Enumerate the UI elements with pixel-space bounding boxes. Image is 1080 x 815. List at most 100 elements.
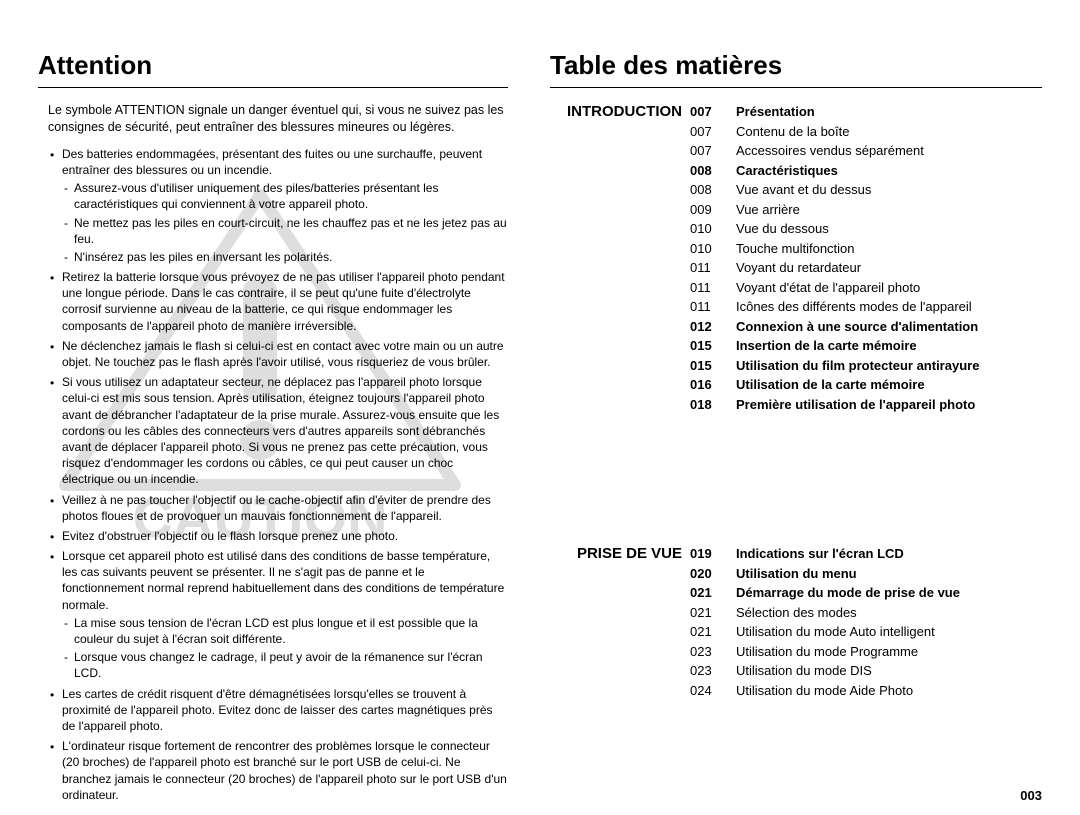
toc-row: 024Utilisation du mode Aide Photo: [690, 681, 1042, 701]
toc-section-label: INTRODUCTION: [550, 102, 690, 120]
toc-row: 010Touche multifonction: [690, 239, 1042, 259]
table-of-contents: INTRODUCTION007Présentation007Contenu de…: [550, 102, 1042, 700]
toc-page-number: 023: [690, 642, 736, 662]
sub-bullet: Assurez-vous d'utiliser uniquement des p…: [64, 180, 508, 212]
bullet-text: Les cartes de crédit risquent d'être dém…: [62, 687, 493, 733]
toc-row: 018Première utilisation de l'appareil ph…: [690, 395, 1042, 415]
manual-page: CAUTION Attention Le symbole ATTENTION s…: [0, 0, 1080, 815]
toc-title: Utilisation de la carte mémoire: [736, 375, 1042, 395]
toc-page-number: 011: [690, 258, 736, 278]
toc-page-number: 020: [690, 564, 736, 584]
toc-section: PRISE DE VUE019Indications sur l'écran L…: [550, 544, 1042, 700]
toc-page-number: 007: [690, 141, 736, 161]
toc-page-number: 021: [690, 583, 736, 603]
toc-row: 016Utilisation de la carte mémoire: [690, 375, 1042, 395]
toc-title: Utilisation du mode Auto intelligent: [736, 622, 1042, 642]
bullet-text: Des batteries endommagées, présentant de…: [62, 147, 482, 177]
toc-page-number: 008: [690, 161, 736, 181]
toc-row: 010Vue du dessous: [690, 219, 1042, 239]
toc-row: 021Sélection des modes: [690, 603, 1042, 623]
toc-row: 020Utilisation du menu: [690, 564, 1042, 584]
left-heading: Attention: [38, 50, 508, 81]
sub-bullet: N'insérez pas les piles en inversant les…: [64, 249, 508, 265]
toc-title: Sélection des modes: [736, 603, 1042, 623]
bullet-text: Lorsque cet appareil photo est utilisé d…: [62, 549, 504, 612]
toc-page-number: 018: [690, 395, 736, 415]
toc-page-number: 007: [690, 102, 736, 122]
toc-page-number: 007: [690, 122, 736, 142]
toc-row: 023Utilisation du mode Programme: [690, 642, 1042, 662]
attention-bullet-list: Des batteries endommagées, présentant de…: [38, 146, 508, 803]
toc-page-number: 021: [690, 603, 736, 623]
toc-page-number: 012: [690, 317, 736, 337]
toc-title: Utilisation du film protecteur antirayur…: [736, 356, 1042, 376]
right-rule: [550, 87, 1042, 88]
toc-page-number: 011: [690, 278, 736, 298]
toc-page-number: 016: [690, 375, 736, 395]
toc-title: Présentation: [736, 102, 1042, 122]
attention-bullet: Evitez d'obstruer l'objectif ou le flash…: [48, 528, 508, 544]
attention-intro: Le symbole ATTENTION signale un danger é…: [38, 102, 508, 136]
toc-title: Première utilisation de l'appareil photo: [736, 395, 1042, 415]
toc-row: 007Accessoires vendus séparément: [690, 141, 1042, 161]
toc-title: Accessoires vendus séparément: [736, 141, 1042, 161]
toc-title: Vue avant et du dessus: [736, 180, 1042, 200]
toc-title: Utilisation du mode Aide Photo: [736, 681, 1042, 701]
toc-row: 011Voyant du retardateur: [690, 258, 1042, 278]
toc-page-number: 011: [690, 297, 736, 317]
toc-row: 009Vue arrière: [690, 200, 1042, 220]
toc-page-number: 009: [690, 200, 736, 220]
bullet-text: Retirez la batterie lorsque vous prévoye…: [62, 270, 505, 333]
toc-row: 011Voyant d'état de l'appareil photo: [690, 278, 1042, 298]
toc-page-number: 015: [690, 336, 736, 356]
sub-bullet: Lorsque vous changez le cadrage, il peut…: [64, 649, 508, 681]
toc-items: 019Indications sur l'écran LCD020Utilisa…: [690, 544, 1042, 700]
toc-title: Vue arrière: [736, 200, 1042, 220]
toc-items: 007Présentation007Contenu de la boîte007…: [690, 102, 1042, 414]
toc-title: Indications sur l'écran LCD: [736, 544, 1042, 564]
toc-title: Contenu de la boîte: [736, 122, 1042, 142]
toc-title: Voyant d'état de l'appareil photo: [736, 278, 1042, 298]
sub-bullet-list: La mise sous tension de l'écran LCD est …: [62, 615, 508, 682]
toc-title: Icônes des différents modes de l'apparei…: [736, 297, 1042, 317]
toc-page-number: 023: [690, 661, 736, 681]
toc-title: Utilisation du mode DIS: [736, 661, 1042, 681]
toc-title: Voyant du retardateur: [736, 258, 1042, 278]
left-column: CAUTION Attention Le symbole ATTENTION s…: [0, 0, 520, 815]
right-column: Table des matières INTRODUCTION007Présen…: [520, 0, 1080, 815]
attention-bullet: Si vous utilisez un adaptateur secteur, …: [48, 374, 508, 487]
attention-bullet: L'ordinateur risque fortement de rencont…: [48, 738, 508, 803]
page-number: 003: [1020, 788, 1042, 803]
toc-row: 019Indications sur l'écran LCD: [690, 544, 1042, 564]
toc-page-number: 010: [690, 239, 736, 259]
toc-title: Vue du dessous: [736, 219, 1042, 239]
toc-section-label: PRISE DE VUE: [550, 544, 690, 562]
sub-bullet: Ne mettez pas les piles en court-circuit…: [64, 215, 508, 247]
attention-bullet: Ne déclenchez jamais le flash si celui-c…: [48, 338, 508, 370]
toc-row: 007Contenu de la boîte: [690, 122, 1042, 142]
attention-bullet: Retirez la batterie lorsque vous prévoye…: [48, 269, 508, 334]
toc-row: 015Insertion de la carte mémoire: [690, 336, 1042, 356]
toc-page-number: 010: [690, 219, 736, 239]
toc-title: Connexion à une source d'alimentation: [736, 317, 1042, 337]
toc-page-number: 021: [690, 622, 736, 642]
toc-row: 008Vue avant et du dessus: [690, 180, 1042, 200]
bullet-text: Veillez à ne pas toucher l'objectif ou l…: [62, 493, 491, 523]
toc-row: 007Présentation: [690, 102, 1042, 122]
toc-section: INTRODUCTION007Présentation007Contenu de…: [550, 102, 1042, 414]
toc-page-number: 019: [690, 544, 736, 564]
toc-title: Démarrage du mode de prise de vue: [736, 583, 1042, 603]
toc-title: Insertion de la carte mémoire: [736, 336, 1042, 356]
attention-bullet: Des batteries endommagées, présentant de…: [48, 146, 508, 265]
bullet-text: Si vous utilisez un adaptateur secteur, …: [62, 375, 499, 486]
toc-row: 015Utilisation du film protecteur antira…: [690, 356, 1042, 376]
attention-bullet: Les cartes de crédit risquent d'être dém…: [48, 686, 508, 735]
toc-title: Touche multifonction: [736, 239, 1042, 259]
toc-row: 023Utilisation du mode DIS: [690, 661, 1042, 681]
right-heading: Table des matières: [550, 50, 1042, 81]
toc-title: Utilisation du mode Programme: [736, 642, 1042, 662]
bullet-text: Ne déclenchez jamais le flash si celui-c…: [62, 339, 504, 369]
toc-row: 021Utilisation du mode Auto intelligent: [690, 622, 1042, 642]
toc-row: 021Démarrage du mode de prise de vue: [690, 583, 1042, 603]
toc-title: Caractéristiques: [736, 161, 1042, 181]
